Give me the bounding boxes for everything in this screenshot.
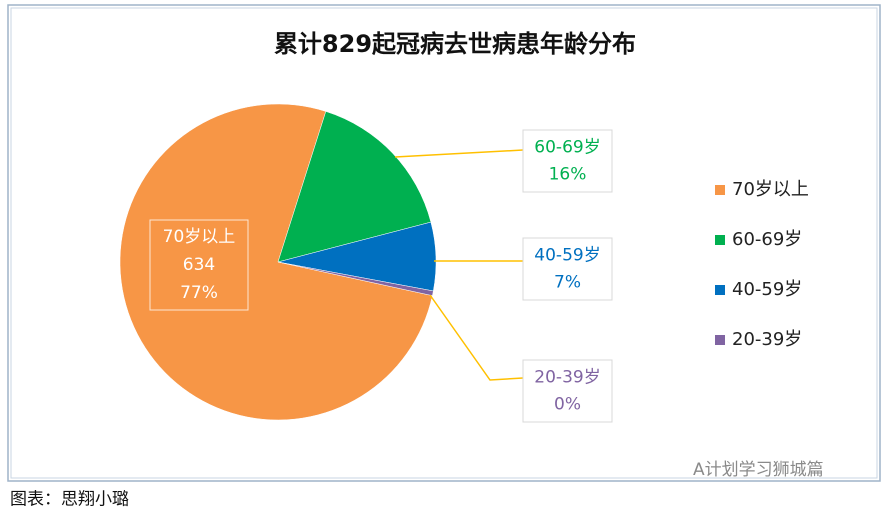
callout-percent: 7%	[554, 273, 581, 293]
plot: 70岁以上 634 77% 60-69岁 16% 40-59岁 7% 20-39岁 0% 70岁以…	[119, 103, 809, 423]
callout-category: 60-69岁	[534, 138, 600, 158]
callout-category: 70岁以上	[163, 227, 236, 247]
legend-swatch	[715, 185, 725, 195]
legend-label: 40-59岁	[732, 279, 802, 300]
leader-line	[394, 149, 524, 158]
callout-category: 40-59岁	[534, 246, 600, 266]
pie-slice	[277, 261, 434, 296]
pie-slice	[119, 103, 433, 421]
legend-swatch	[715, 335, 725, 345]
callout-value: 634	[183, 255, 215, 275]
pie-slice	[277, 111, 432, 263]
legend-swatch	[715, 235, 725, 245]
callout-box	[522, 129, 613, 193]
callout-percent: 16%	[549, 165, 587, 185]
callout-box	[149, 219, 249, 311]
caption: 图表：思翔小璐	[10, 490, 129, 510]
leader-line	[429, 294, 524, 381]
callout-box	[522, 359, 613, 423]
watermark: A计划学习狮城篇	[693, 460, 824, 480]
callout-percent: 77%	[180, 283, 218, 303]
legend-label: 20-39岁	[732, 329, 802, 350]
chart-frame-inner	[10, 7, 878, 479]
callout-category: 20-39岁	[534, 368, 600, 388]
callout-box	[522, 237, 613, 301]
legend-swatch	[715, 285, 725, 295]
callout-percent: 0%	[554, 395, 581, 415]
legend-label: 70岁以上	[732, 179, 809, 200]
chart-title: 累计829起冠病去世病患年龄分布	[274, 30, 636, 58]
legend-label: 60-69岁	[732, 229, 802, 250]
